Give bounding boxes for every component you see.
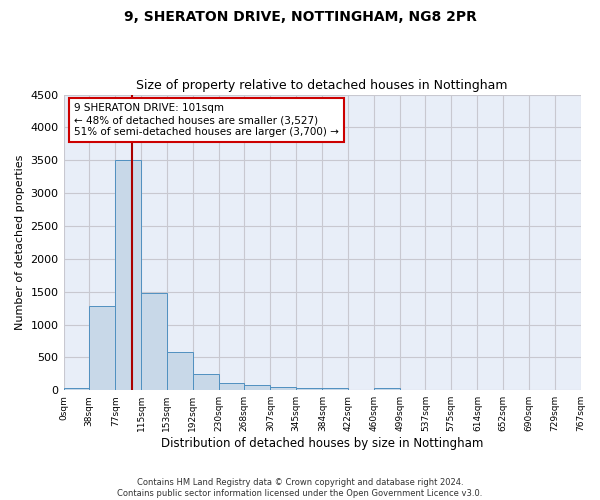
Bar xyxy=(115,160,141,390)
Y-axis label: Number of detached properties: Number of detached properties xyxy=(15,154,25,330)
Text: 9 SHERATON DRIVE: 101sqm
← 48% of detached houses are smaller (3,527)
51% of sem: 9 SHERATON DRIVE: 101sqm ← 48% of detach… xyxy=(74,104,339,136)
Bar xyxy=(322,388,348,390)
Bar xyxy=(244,385,271,390)
Bar xyxy=(193,374,218,390)
Bar xyxy=(64,388,89,390)
Bar xyxy=(218,382,244,390)
Title: Size of property relative to detached houses in Nottingham: Size of property relative to detached ho… xyxy=(136,79,508,92)
Bar xyxy=(141,293,167,390)
Text: 9, SHERATON DRIVE, NOTTINGHAM, NG8 2PR: 9, SHERATON DRIVE, NOTTINGHAM, NG8 2PR xyxy=(124,10,476,24)
Text: Contains HM Land Registry data © Crown copyright and database right 2024.
Contai: Contains HM Land Registry data © Crown c… xyxy=(118,478,482,498)
Bar xyxy=(89,306,115,390)
Bar xyxy=(271,387,296,390)
X-axis label: Distribution of detached houses by size in Nottingham: Distribution of detached houses by size … xyxy=(161,437,483,450)
Bar xyxy=(374,388,400,390)
Bar xyxy=(296,388,322,390)
Bar xyxy=(167,352,193,390)
